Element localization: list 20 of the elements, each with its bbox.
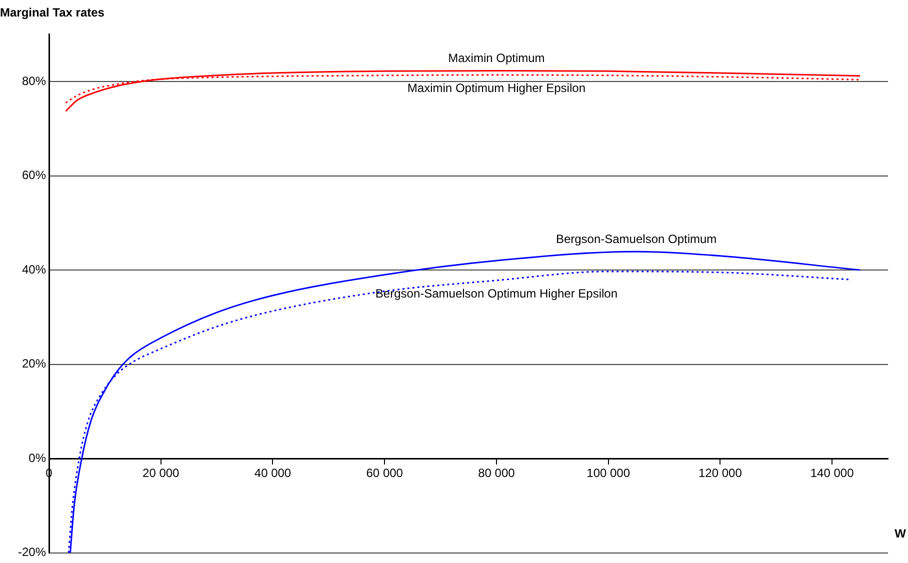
y-tick-label: 0%: [28, 450, 46, 465]
x-tick-label: 100 000: [586, 466, 630, 480]
y-tick-label: 60%: [22, 168, 46, 182]
chart-title: Marginal Tax rates: [0, 6, 105, 20]
line-series: [65, 70, 861, 112]
series-label: Bergson-Samuelson Optimum Higher Epsilon: [375, 286, 618, 301]
x-tick-label: 80 000: [478, 466, 516, 480]
x-tick-label: 40 000: [254, 466, 292, 480]
series-label: Bergson-Samuelson Optimum: [556, 232, 717, 246]
series-label: Maximin Optimum Higher Epsilon: [407, 81, 586, 96]
y-tick-label: -20%: [18, 545, 46, 560]
y-tick-label: 40%: [22, 262, 46, 276]
y-tick-label: 80%: [22, 74, 46, 88]
x-axis-title: W: [894, 526, 907, 540]
y-tick-label: 20%: [22, 356, 46, 371]
x-tick-label: 20 000: [142, 466, 180, 480]
series-label: Maximin Optimum: [448, 51, 545, 65]
x-tick-label: 140 000: [810, 466, 854, 480]
x-tick-label: 60 000: [366, 466, 404, 480]
x-tick-label: 120 000: [698, 466, 742, 480]
